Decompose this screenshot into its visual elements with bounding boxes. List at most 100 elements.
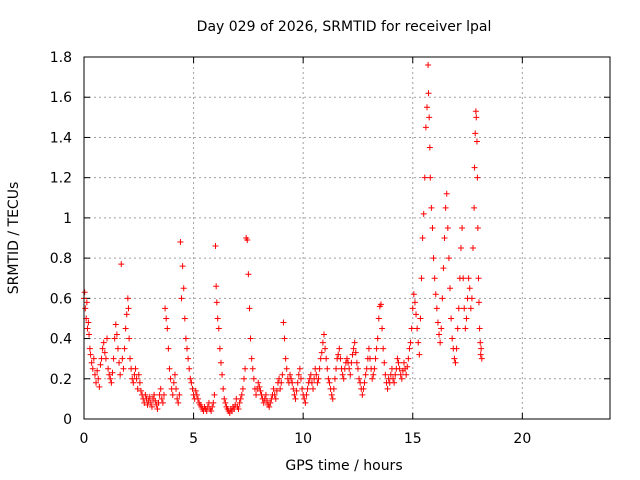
data-points xyxy=(81,62,485,416)
data-point xyxy=(109,369,116,376)
y-tick-label: 0.6 xyxy=(50,291,72,307)
data-point xyxy=(249,365,256,372)
data-point xyxy=(303,391,310,398)
data-point xyxy=(159,399,166,406)
data-point xyxy=(308,379,315,386)
data-point xyxy=(167,375,174,382)
data-point xyxy=(374,335,381,342)
data-point xyxy=(417,315,424,322)
data-point xyxy=(86,331,93,338)
data-point xyxy=(134,385,141,392)
data-point xyxy=(434,319,441,326)
data-point xyxy=(106,371,113,378)
data-point xyxy=(165,345,172,352)
data-point xyxy=(146,393,153,400)
data-point xyxy=(425,62,432,69)
y-axis-ticks: 0 0.2 0.4 0.6 0.8 1 1.2 1.4 1.6 1.8 xyxy=(50,50,610,428)
data-point xyxy=(473,114,480,121)
data-point xyxy=(107,375,114,382)
data-point xyxy=(350,345,357,352)
data-point xyxy=(409,305,416,312)
data-point xyxy=(110,355,117,362)
data-point xyxy=(448,315,455,322)
data-point xyxy=(339,371,346,378)
data-point xyxy=(287,371,294,378)
data-point xyxy=(406,345,413,352)
data-point xyxy=(319,339,326,346)
data-point xyxy=(370,371,377,378)
data-point xyxy=(301,395,308,402)
data-point xyxy=(293,387,300,394)
data-point xyxy=(184,345,191,352)
data-point xyxy=(266,403,273,410)
data-point xyxy=(83,299,90,306)
data-point xyxy=(257,387,264,394)
data-point xyxy=(152,397,159,404)
data-point xyxy=(471,164,478,171)
data-point xyxy=(84,325,91,332)
data-point xyxy=(361,379,368,386)
data-point xyxy=(419,235,426,241)
data-point xyxy=(270,385,277,392)
data-point xyxy=(81,289,88,296)
data-point xyxy=(114,345,121,352)
data-point xyxy=(116,359,123,366)
data-point xyxy=(426,144,433,151)
data-point xyxy=(310,385,317,392)
data-point xyxy=(415,339,422,346)
data-point xyxy=(467,305,474,312)
data-point xyxy=(416,351,423,358)
data-point xyxy=(236,399,243,406)
data-point xyxy=(315,375,322,382)
data-point xyxy=(431,275,438,282)
data-point xyxy=(210,399,217,406)
data-point xyxy=(163,315,170,322)
data-point xyxy=(250,375,257,382)
data-point xyxy=(216,345,223,352)
data-point xyxy=(405,355,412,362)
data-point xyxy=(381,359,388,366)
data-point xyxy=(457,245,464,252)
data-point xyxy=(474,224,481,231)
data-point xyxy=(272,395,279,402)
data-point xyxy=(471,204,478,211)
data-point xyxy=(421,174,428,181)
data-point xyxy=(111,335,118,342)
data-point xyxy=(94,367,101,374)
data-point xyxy=(182,335,189,342)
data-point xyxy=(273,387,280,394)
data-point xyxy=(90,355,97,362)
y-tick-label: 1.8 xyxy=(50,50,72,66)
data-point xyxy=(359,391,366,398)
data-point xyxy=(86,345,93,352)
x-tick-label: 20 xyxy=(513,431,531,447)
data-point xyxy=(160,391,167,398)
data-point xyxy=(442,204,449,211)
data-point xyxy=(439,295,446,302)
chart-title: Day 029 of 2026, SRMTID for receiver lpa… xyxy=(197,19,492,35)
data-point xyxy=(398,375,405,382)
data-point xyxy=(466,285,473,292)
data-point xyxy=(242,365,249,372)
data-point xyxy=(255,379,262,386)
data-point xyxy=(367,355,374,362)
data-point xyxy=(87,351,94,358)
data-point xyxy=(426,114,433,121)
data-point xyxy=(187,375,194,382)
y-tick-label: 0 xyxy=(63,412,72,428)
data-point xyxy=(238,391,245,398)
data-point xyxy=(135,371,142,378)
data-point xyxy=(304,385,311,392)
data-point xyxy=(104,335,111,342)
data-point xyxy=(267,399,274,406)
data-point xyxy=(313,371,320,378)
data-point xyxy=(209,403,216,410)
data-point xyxy=(235,405,242,412)
data-point xyxy=(336,345,343,352)
data-point xyxy=(475,299,482,306)
data-point xyxy=(125,305,132,312)
data-point xyxy=(212,243,219,250)
data-point xyxy=(453,345,460,352)
data-point xyxy=(101,349,108,356)
